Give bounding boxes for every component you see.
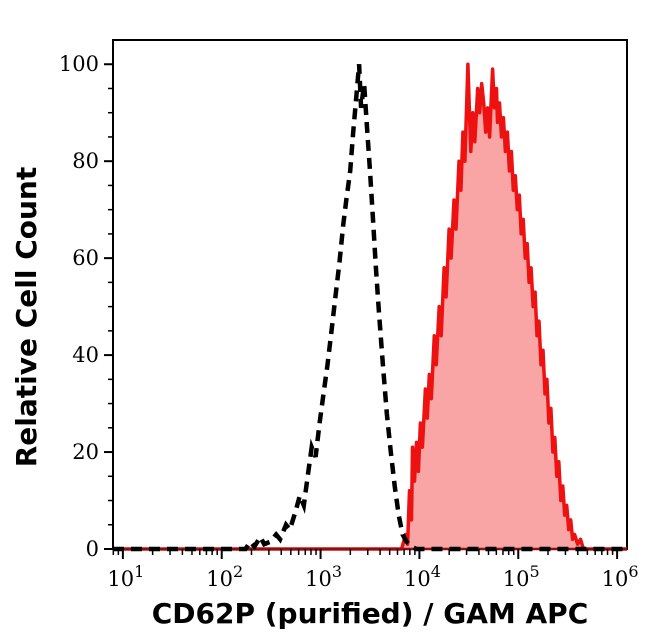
- x-axis-title: CD62P (purified) / GAM APC: [151, 597, 589, 630]
- x-tick-label: 101: [107, 562, 144, 591]
- y-tick-label: 20: [72, 440, 99, 464]
- y-tick-label: 80: [72, 149, 99, 173]
- x-tick-label: 104: [404, 562, 441, 591]
- y-tick-label: 0: [86, 537, 99, 561]
- x-tick-label: 102: [206, 562, 243, 591]
- y-tick-label: 100: [59, 52, 99, 76]
- series-negative-control: [113, 64, 627, 552]
- x-tick-label: 105: [503, 562, 540, 591]
- y-axis-title: Relative Cell Count: [10, 166, 43, 468]
- y-tick-label: 60: [72, 246, 99, 270]
- series-CD62P-stained: [113, 62, 627, 551]
- x-tick-label: 106: [602, 562, 639, 591]
- x-tick-label: 103: [305, 562, 342, 591]
- y-tick-label: 40: [72, 343, 99, 367]
